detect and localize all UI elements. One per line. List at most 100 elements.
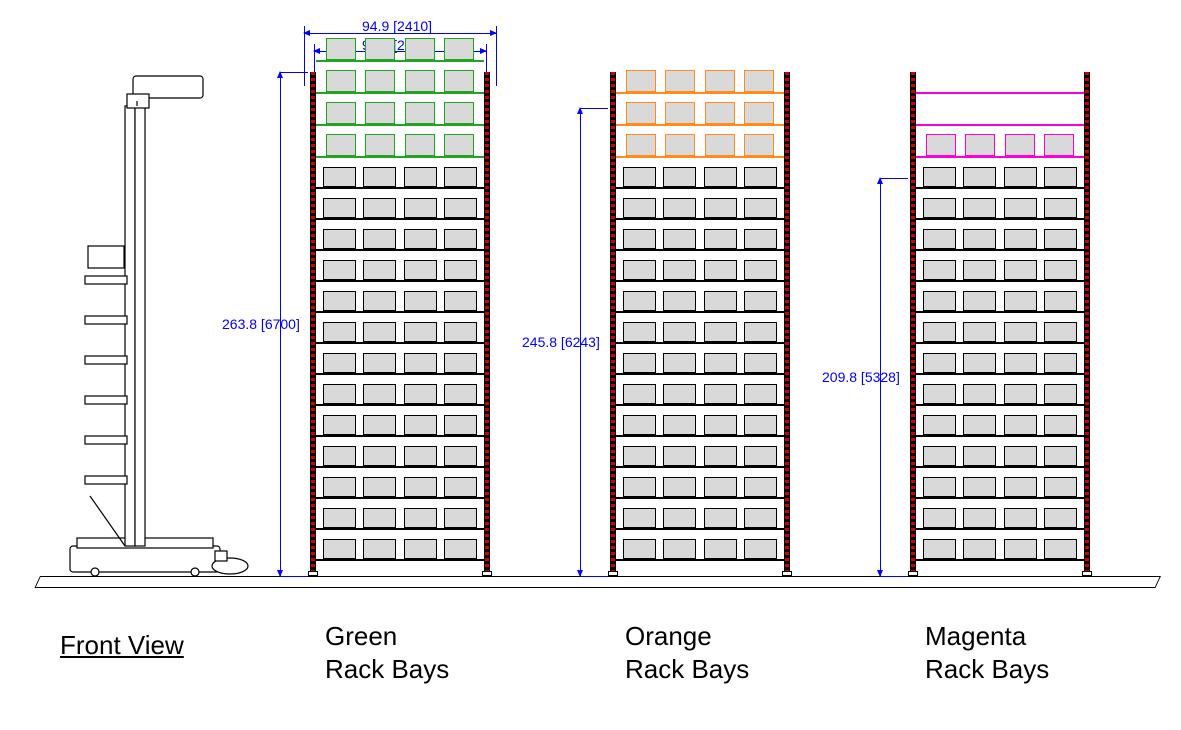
bin-green	[365, 102, 395, 124]
bin	[663, 415, 696, 435]
bin	[923, 415, 956, 435]
bin	[363, 167, 396, 187]
bin	[923, 198, 956, 218]
dim-ext	[280, 72, 308, 73]
bin	[1004, 477, 1037, 497]
bin	[404, 229, 437, 249]
bin	[363, 260, 396, 280]
bin	[623, 415, 656, 435]
rack-magenta	[910, 72, 1090, 576]
bin-green	[405, 134, 435, 156]
shelf-empty-magenta	[916, 92, 1084, 94]
shelf-plain	[616, 417, 784, 437]
bin-orange	[665, 134, 695, 156]
bin	[1044, 539, 1077, 559]
bin	[704, 539, 737, 559]
bin-green	[405, 38, 435, 60]
bin	[404, 508, 437, 528]
bin-green	[326, 134, 356, 156]
bin-green	[444, 38, 474, 60]
bin-orange	[705, 134, 735, 156]
bin	[704, 229, 737, 249]
shelf-plain	[316, 169, 484, 189]
bin	[404, 446, 437, 466]
bin	[704, 353, 737, 373]
bin	[363, 508, 396, 528]
bin-green	[444, 102, 474, 124]
bin	[704, 167, 737, 187]
bin	[963, 353, 996, 373]
bin	[404, 260, 437, 280]
bin	[963, 415, 996, 435]
bin-orange	[744, 102, 774, 124]
bin	[744, 446, 777, 466]
shelf-orange	[616, 104, 784, 126]
shelf-plain	[916, 417, 1084, 437]
rack-label-magenta: MagentaRack Bays	[925, 620, 1049, 685]
shelf-plain	[316, 355, 484, 375]
bin	[744, 229, 777, 249]
bin	[444, 353, 477, 373]
bin	[323, 322, 356, 342]
shelf-plain	[916, 448, 1084, 468]
bin	[623, 446, 656, 466]
rack-label-orange: OrangeRack Bays	[625, 620, 749, 685]
bin	[323, 477, 356, 497]
bin	[704, 477, 737, 497]
bin	[404, 291, 437, 311]
bin	[404, 415, 437, 435]
bin	[663, 477, 696, 497]
bin	[404, 198, 437, 218]
bin-orange	[665, 102, 695, 124]
rack-label-green: GreenRack Bays	[325, 620, 449, 685]
dim-ext	[280, 576, 308, 577]
shelf-plain	[616, 262, 784, 282]
bin	[704, 384, 737, 404]
bin	[704, 508, 737, 528]
bin	[1004, 229, 1037, 249]
bin	[923, 508, 956, 528]
shelf-plain	[616, 355, 784, 375]
bin-magenta	[965, 134, 995, 156]
bin	[363, 384, 396, 404]
dim-height-text-green: 263.8 [6700]	[222, 316, 300, 332]
bin	[663, 260, 696, 280]
bin	[623, 260, 656, 280]
bin	[1044, 353, 1077, 373]
shelf-orange	[616, 136, 784, 158]
dim-ext	[880, 576, 908, 577]
bin	[323, 415, 356, 435]
bin-green	[326, 102, 356, 124]
bin	[623, 291, 656, 311]
shelf-plain	[316, 262, 484, 282]
bin	[1004, 291, 1037, 311]
bin	[363, 291, 396, 311]
bin	[1004, 353, 1037, 373]
bin	[1044, 291, 1077, 311]
bin	[1004, 260, 1037, 280]
bin	[1044, 508, 1077, 528]
bin	[744, 539, 777, 559]
bin	[363, 353, 396, 373]
bin	[444, 539, 477, 559]
bin	[444, 508, 477, 528]
bin	[363, 415, 396, 435]
shelf-plain	[316, 510, 484, 530]
bin	[704, 291, 737, 311]
bin	[404, 539, 437, 559]
shelf-plain	[916, 479, 1084, 499]
bin	[1044, 198, 1077, 218]
bin	[1004, 415, 1037, 435]
bin	[663, 167, 696, 187]
bin	[363, 229, 396, 249]
bin-orange	[665, 70, 695, 92]
bin-green	[365, 70, 395, 92]
shelf-plain	[916, 169, 1084, 189]
shelf-plain	[316, 448, 484, 468]
bin-orange	[626, 70, 656, 92]
bin	[663, 198, 696, 218]
bin	[363, 322, 396, 342]
bin	[663, 446, 696, 466]
shelf-plain	[616, 231, 784, 251]
shelf-plain	[916, 293, 1084, 313]
